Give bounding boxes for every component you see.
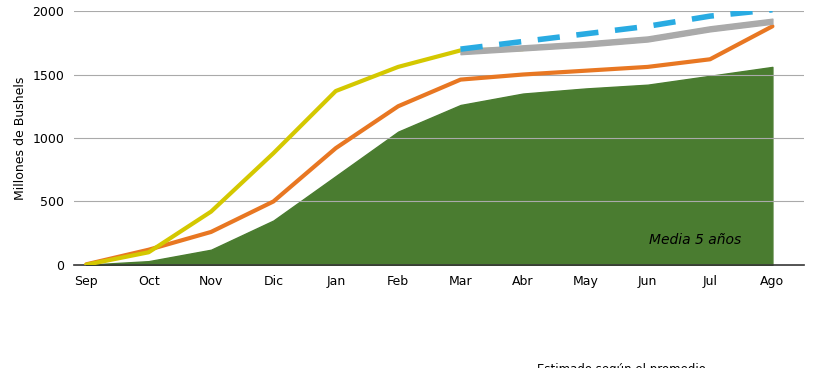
- Legend: 2015/16, 2016/17, Estimado USDA, Estimado según el promedio
de 5 años: 2015/16, 2016/17, Estimado USDA, Estimad…: [171, 363, 705, 368]
- Text: Media 5 años: Media 5 años: [648, 233, 740, 247]
- Y-axis label: Millones de Bushels: Millones de Bushels: [14, 76, 26, 200]
